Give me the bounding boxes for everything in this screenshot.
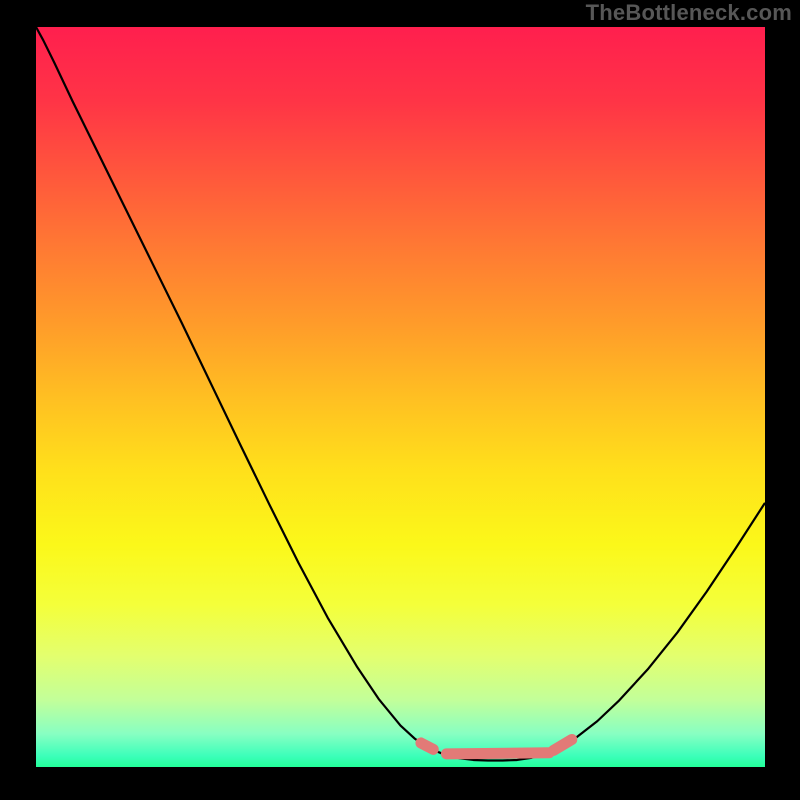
watermark-text: TheBottleneck.com	[586, 0, 792, 26]
highlight-segment	[421, 743, 433, 749]
plot-area	[36, 27, 765, 767]
bottleneck-curve-chart	[36, 27, 765, 767]
highlight-segment	[446, 753, 549, 754]
chart-stage: TheBottleneck.com	[0, 0, 800, 800]
plot-background	[36, 27, 765, 767]
